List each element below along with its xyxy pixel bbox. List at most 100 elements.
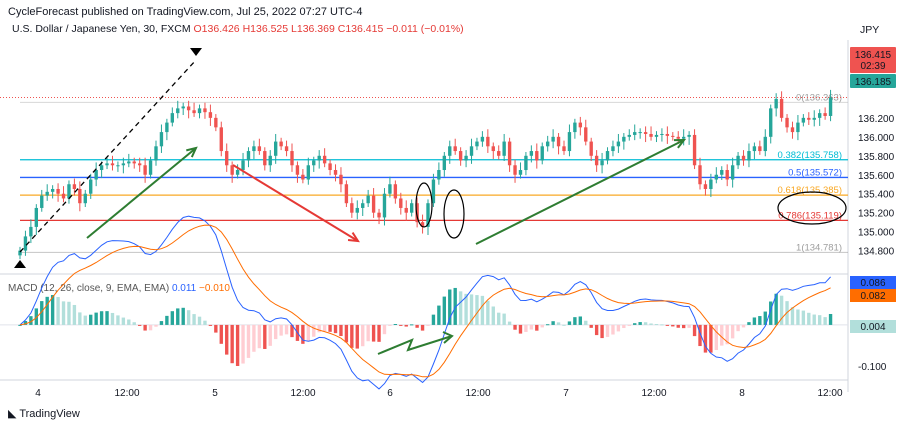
countdown-value: 02:39 bbox=[860, 61, 885, 72]
macd-histogram-bar bbox=[676, 324, 680, 328]
candle-body bbox=[29, 226, 33, 237]
highlight-ellipse bbox=[415, 182, 433, 228]
candle-body bbox=[736, 155, 740, 166]
candle-body bbox=[692, 134, 697, 166]
macd-histogram-bar bbox=[486, 300, 490, 325]
symbol-name: U.S. Dollar / Japanese Yen, 30, FXCM bbox=[12, 23, 191, 35]
macd-histogram-bar bbox=[197, 316, 202, 325]
candle-body bbox=[50, 188, 55, 192]
candle-body bbox=[491, 146, 495, 152]
candle-body bbox=[573, 122, 577, 133]
candle-body bbox=[143, 165, 147, 175]
macd-histogram-bar bbox=[393, 324, 398, 326]
candle-body bbox=[720, 170, 724, 175]
macd-histogram-bar bbox=[638, 322, 642, 325]
macd-histogram-bar bbox=[72, 304, 77, 325]
macd-histogram-bar bbox=[203, 320, 207, 325]
macd-value: 0.011 bbox=[171, 283, 197, 294]
macd-histogram-bar bbox=[333, 324, 338, 334]
macd-histogram-bar bbox=[573, 317, 577, 325]
time-tick-label: 12:00 bbox=[641, 388, 666, 399]
candle-body bbox=[312, 160, 316, 166]
candle-body bbox=[698, 165, 702, 185]
dashed-trendline bbox=[19, 59, 197, 253]
macd-histogram-bar bbox=[796, 309, 800, 325]
macd-histogram-bar bbox=[453, 287, 457, 325]
macd-histogram-bar bbox=[279, 324, 283, 336]
candle-body bbox=[480, 136, 485, 142]
macd-histogram-bar bbox=[339, 324, 343, 337]
macd-histogram-bar bbox=[665, 324, 670, 326]
candle-body bbox=[420, 222, 425, 227]
publish-header: CycleForecast published on TradingView.c… bbox=[8, 6, 363, 18]
candle-body bbox=[290, 151, 294, 166]
macd-histogram-bar bbox=[529, 324, 534, 330]
candle-body bbox=[355, 207, 359, 213]
hist-value-tag bbox=[850, 320, 896, 333]
macd-histogram-bar bbox=[186, 310, 191, 325]
macd-histogram-bar bbox=[681, 324, 686, 329]
macd-histogram-bar bbox=[246, 324, 251, 358]
macd-histogram-bar bbox=[589, 324, 593, 328]
macd-histogram-bar bbox=[611, 324, 615, 335]
macd-histogram-bar bbox=[241, 324, 245, 364]
candle-body bbox=[605, 151, 610, 161]
macd-histogram-bar bbox=[284, 324, 289, 335]
macd-histogram-bar bbox=[524, 324, 528, 332]
macd-histogram-bar bbox=[458, 291, 463, 325]
fib-label-ellipse bbox=[777, 191, 847, 225]
candle-body bbox=[371, 195, 376, 213]
macd-histogram-bar bbox=[518, 324, 523, 334]
tradingview-footer[interactable]: ◣ TradingView bbox=[8, 407, 80, 420]
candle-body bbox=[567, 132, 572, 152]
candle-body bbox=[361, 203, 365, 208]
signal-value: −0.010 bbox=[199, 283, 230, 294]
macd-value-tag bbox=[850, 276, 896, 289]
candle-body bbox=[61, 193, 66, 199]
footer-brand: TradingView bbox=[19, 408, 80, 420]
macd-histogram-bar bbox=[415, 324, 419, 328]
candle-body bbox=[388, 184, 392, 194]
candle-body bbox=[393, 184, 398, 199]
last-price-value: 136.415 bbox=[855, 50, 892, 61]
candle-body bbox=[40, 195, 44, 208]
candle-body bbox=[83, 193, 87, 204]
last-price-tag bbox=[850, 47, 896, 73]
macd-name: MACD (12, 26, close, 9, EMA, EMA) bbox=[8, 283, 170, 294]
candle-body bbox=[774, 98, 778, 109]
candle-body bbox=[469, 146, 474, 156]
candle-body bbox=[475, 141, 479, 147]
macd-histogram-bar bbox=[720, 324, 724, 346]
macd-histogram-bar bbox=[268, 324, 272, 346]
time-tick-label: 12:00 bbox=[114, 388, 139, 399]
macd-histogram-bar bbox=[306, 324, 311, 341]
candle-body bbox=[344, 184, 349, 204]
candle-body bbox=[295, 165, 300, 175]
macd-histogram-bar bbox=[322, 324, 327, 332]
green-arrow-head bbox=[673, 138, 687, 149]
candle-body bbox=[366, 195, 370, 204]
macd-histogram-bar bbox=[382, 324, 387, 335]
fib-level-label: 0.382(135.758) bbox=[778, 150, 842, 161]
price-tick-label: 136.200 bbox=[858, 114, 895, 125]
macd-histogram-bar bbox=[807, 312, 811, 325]
ohlc-high: H136.525 bbox=[242, 23, 289, 35]
macd-green-arrow-head bbox=[442, 331, 454, 344]
price-tick-label: 136.000 bbox=[858, 133, 895, 144]
macd-histogram-bar bbox=[600, 324, 604, 339]
macd-histogram-bar bbox=[649, 323, 653, 325]
candle-body bbox=[284, 146, 289, 152]
macd-histogram-bar bbox=[230, 324, 234, 364]
macd-histogram-bar bbox=[562, 324, 566, 326]
candle-body bbox=[796, 122, 800, 133]
macd-histogram-bar bbox=[779, 295, 784, 325]
macd-histogram-bar bbox=[170, 311, 175, 325]
green-arrow-head bbox=[186, 146, 198, 158]
macd-histogram-bar bbox=[105, 311, 109, 325]
candle-body bbox=[643, 132, 648, 134]
signal-axis-value: 0.082 bbox=[860, 291, 885, 302]
macd-histogram-bar bbox=[290, 324, 294, 338]
candle-body bbox=[192, 110, 196, 114]
macd-histogram-bar bbox=[377, 324, 381, 342]
